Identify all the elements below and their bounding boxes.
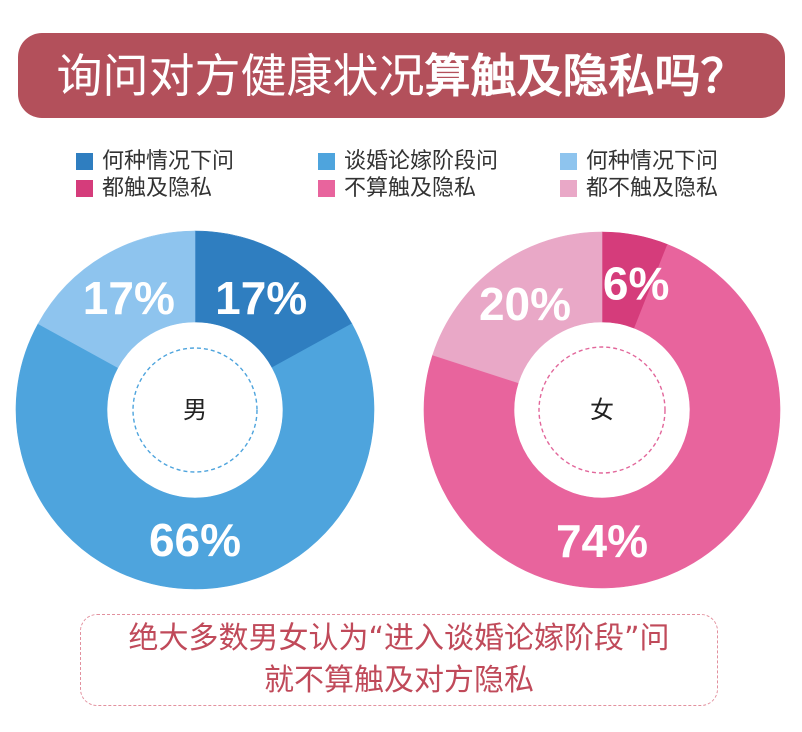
conclusion-note: 绝大多数男女认为“进入谈婚论嫁阶段”问 就不算触及对方隐私	[80, 614, 718, 706]
legend-item-3: 何种情况下问 都不触及隐私	[560, 148, 718, 202]
legend-row-female: 不算触及隐私	[318, 175, 498, 202]
title-bold-part: 算触及隐私吗？	[424, 48, 747, 103]
donut-2-slice-3	[432, 231, 603, 384]
donut-1-center-label: 男	[183, 396, 207, 424]
legend-item-2: 谈婚论嫁阶段问 不算触及隐私	[318, 148, 498, 202]
legend-swatch-male	[560, 153, 577, 170]
legend-swatch-male	[318, 153, 335, 170]
title-banner: 询问对方健康状况 算触及隐私吗？	[18, 33, 785, 118]
donut-2-data-label-3: 20%	[479, 278, 571, 330]
donut-2-slice-2	[423, 244, 781, 589]
donut-1-slice-2	[15, 323, 375, 590]
legend-label-line2: 都不触及隐私	[586, 176, 719, 201]
donut-1-slice-3	[37, 230, 196, 369]
legend-label-line1: 何种情况下问	[102, 149, 235, 174]
donut-chart-male: 男 17% 66% 17%	[15, 230, 375, 590]
donut-2-data-label-1: 6%	[603, 258, 669, 310]
note-line-1: 绝大多数男女认为“进入谈婚论嫁阶段”问	[128, 621, 670, 656]
donut-1-inner-dashed-ring	[132, 347, 258, 473]
donut-chart-female: 女 6% 74% 20%	[423, 231, 781, 589]
donut-1-data-label-1: 17%	[215, 272, 307, 324]
donut-1-data-label-2: 66%	[149, 514, 241, 566]
note-line-2: 就不算触及对方隐私	[264, 663, 534, 698]
legend-label-line1: 何种情况下问	[586, 149, 719, 174]
legend-label-line2: 不算触及隐私	[344, 176, 477, 201]
donut-2-inner-dashed-ring	[538, 346, 666, 474]
legend-row-male: 谈婚论嫁阶段问	[318, 148, 498, 175]
donut-2-data-label-2: 74%	[556, 515, 648, 567]
legend-swatch-male	[76, 153, 93, 170]
legend-swatch-female	[560, 180, 577, 197]
donut-charts: 男 17% 66% 17% 女 6% 74% 20%	[15, 230, 781, 590]
legend-label-line2: 都触及隐私	[102, 176, 213, 201]
donut-1-slice-1	[194, 230, 353, 369]
donut-2-center-label: 女	[590, 396, 614, 424]
legend-row-female: 都不触及隐私	[560, 175, 718, 202]
legend-label-line1: 谈婚论嫁阶段问	[344, 149, 499, 174]
legend-swatch-female	[318, 180, 335, 197]
legend-swatch-female	[76, 180, 93, 197]
donut-1-data-label-3: 17%	[83, 272, 175, 324]
legend-item-1: 何种情况下问 都触及隐私	[76, 148, 234, 202]
title-normal-part: 询问对方健康状况	[56, 48, 425, 103]
legend-row-female: 都触及隐私	[76, 175, 234, 202]
legend-row-male: 何种情况下问	[76, 148, 234, 175]
legend-row-male: 何种情况下问	[560, 148, 718, 175]
